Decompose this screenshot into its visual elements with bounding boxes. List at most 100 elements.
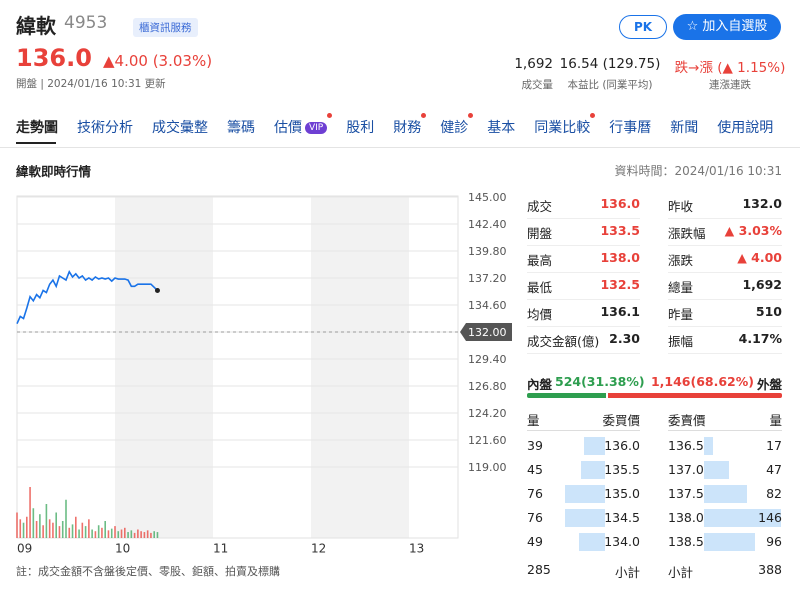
tab[interactable]: 技術分析 <box>77 117 133 137</box>
quote-label: 昨量 <box>668 307 694 322</box>
tab-label: 使用說明 <box>717 120 774 136</box>
volume-bar <box>55 512 57 538</box>
tab[interactable]: 走勢圖 <box>16 117 58 137</box>
watch-button[interactable]: ☆ 加入自選股 <box>673 14 781 40</box>
book-header: 量 <box>527 413 540 428</box>
bid-bar <box>564 509 605 527</box>
stock-name: 緯軟 <box>16 14 56 38</box>
tab[interactable]: 股利 <box>346 117 374 137</box>
tab[interactable]: 財務 <box>393 113 427 137</box>
tab[interactable]: 基本 <box>487 117 515 137</box>
inner-label: 內盤 <box>527 377 553 392</box>
ask-bar <box>704 533 755 551</box>
y-tick-label: 124.20 <box>468 407 507 420</box>
stat-value: 16.54 (129.75) <box>559 56 661 72</box>
tab-label: 健診 <box>440 120 469 136</box>
pk-button[interactable]: PK <box>619 15 667 39</box>
volume-bar <box>143 532 146 538</box>
volume-bar <box>104 521 106 538</box>
y-tick-label: 119.00 <box>468 461 507 474</box>
bid-price: 135.0 <box>604 486 640 501</box>
quote-value: 1,692 <box>742 277 782 292</box>
y-tick-label: 142.40 <box>468 218 507 231</box>
section-title: 緯軟即時行情 <box>16 164 92 179</box>
ask-bar <box>704 437 713 455</box>
tab-label: 成交彙整 <box>152 120 208 136</box>
volume-bar <box>110 528 113 538</box>
stat-label: 本益比 (同業平均) <box>567 79 653 91</box>
tab-label: 基本 <box>487 120 516 136</box>
row-line <box>527 218 640 219</box>
quote-label: 漲跌幅 <box>668 226 706 241</box>
stock-code: 4953 <box>64 13 108 33</box>
tab[interactable]: 籌碼 <box>227 117 255 137</box>
industry-badge[interactable]: 櫃資訊服務 <box>133 18 198 37</box>
volume-bar <box>75 516 77 538</box>
volume-bar <box>48 519 51 538</box>
quote-label: 總量 <box>668 280 694 295</box>
tab[interactable]: 健診 <box>440 113 474 137</box>
volume-bar <box>137 529 139 538</box>
volume-bar <box>61 521 64 538</box>
new-dot <box>468 113 474 118</box>
quote-value: 133.5 <box>600 223 640 238</box>
x-tick-label: 11 <box>213 542 228 556</box>
stat-label: 成交量 <box>521 79 554 91</box>
tab[interactable]: 行事曆 <box>609 117 651 137</box>
volume-bar <box>97 525 100 538</box>
volume-bar <box>140 531 142 538</box>
x-tick-label: 10 <box>115 542 130 556</box>
bid-bar <box>581 461 605 479</box>
quote-label: 昨收 <box>668 199 694 214</box>
volume-bar <box>94 531 97 538</box>
y-tick-label: 145.00 <box>468 191 507 204</box>
quote-value: 136.0 <box>600 196 640 211</box>
tab[interactable]: 新聞 <box>670 117 698 137</box>
volume-bar <box>153 531 155 538</box>
bid-price: 134.5 <box>604 510 640 525</box>
tab-label: 技術分析 <box>77 120 133 136</box>
bid-total: 285 <box>527 562 551 577</box>
row-line <box>527 272 640 273</box>
quote-value: 138.0 <box>600 250 640 265</box>
inner-value: 524(31.38%) <box>555 374 645 389</box>
y-tick-label: 121.60 <box>468 434 507 447</box>
bid-price: 135.5 <box>604 462 640 477</box>
last-point <box>154 287 160 293</box>
tab[interactable]: 成交彙整 <box>152 117 208 137</box>
price-change: ▲4.00 (3.03%) <box>103 52 213 70</box>
tab[interactable]: 使用說明 <box>717 117 773 137</box>
volume-bar <box>22 522 25 538</box>
ask-bar <box>704 485 748 503</box>
quote-label: 漲跌 <box>668 253 694 268</box>
tab-label: 籌碼 <box>227 120 255 136</box>
bid-bar <box>564 485 605 503</box>
tab[interactable]: 同業比較 <box>534 113 596 137</box>
volume-bar <box>65 499 67 538</box>
volume-bar <box>84 526 87 538</box>
subtotal-label: 小計 <box>668 565 694 580</box>
quote-label: 最低 <box>527 280 553 295</box>
row-line <box>668 218 782 219</box>
divider <box>0 147 800 148</box>
y-tick-label: 134.60 <box>468 299 507 312</box>
row-line <box>668 299 782 300</box>
ask-qty: 96 <box>766 534 782 549</box>
footnote: 註：成交金額不含盤後定價、零股、鉅額、拍賣及標購 <box>16 565 280 578</box>
quote-value: 136.1 <box>600 304 640 319</box>
new-dot <box>421 113 427 118</box>
tab-underline <box>16 142 56 144</box>
bid-qty: 45 <box>527 462 543 477</box>
volume-bar <box>146 530 149 538</box>
volume-bar <box>101 527 103 538</box>
quote-value: ▲ 3.03% <box>724 223 782 238</box>
price-line <box>16 270 159 325</box>
ask-bar <box>704 461 729 479</box>
tab[interactable]: 估價 VIP <box>274 113 333 137</box>
volume-bar <box>35 521 38 538</box>
quote-value: 510 <box>755 304 782 319</box>
outer-label: 外盤 <box>756 377 782 392</box>
y-tick-label: 132.00 <box>468 326 507 339</box>
ask-qty: 82 <box>766 486 782 501</box>
